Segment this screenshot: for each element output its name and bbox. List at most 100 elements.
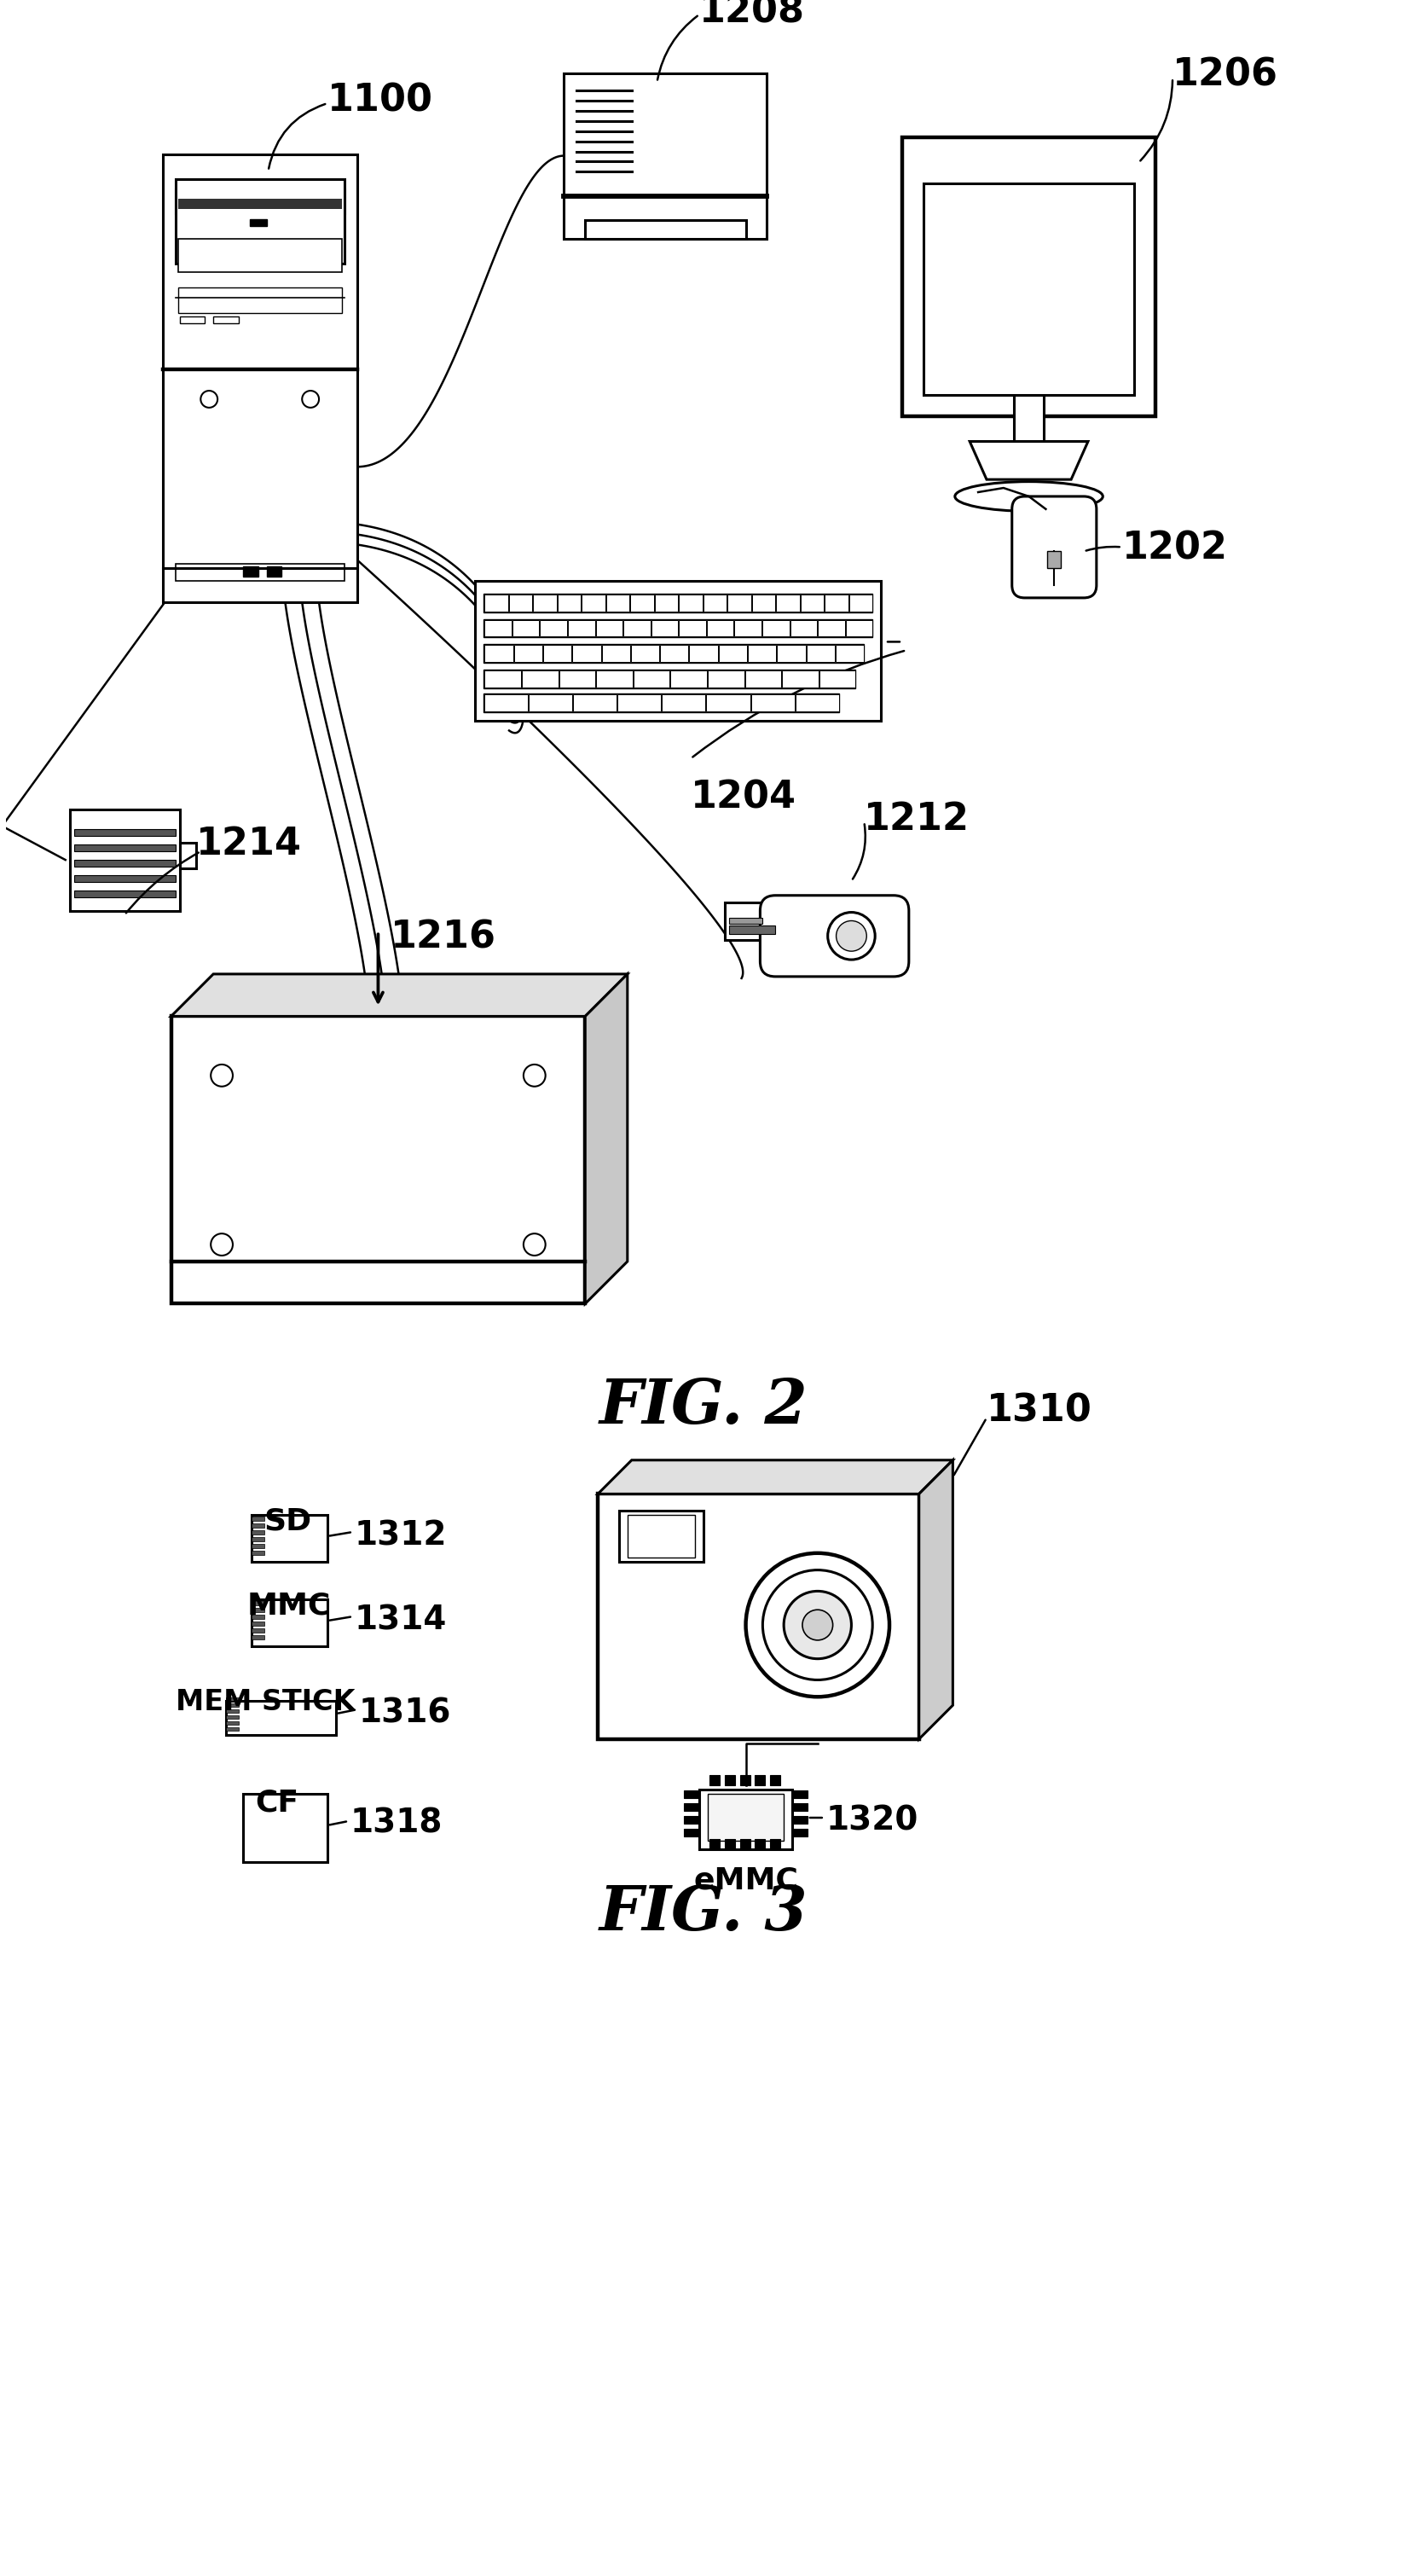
- Bar: [227, 1698, 239, 1700]
- Bar: [706, 693, 750, 711]
- Text: 1320: 1320: [826, 1803, 919, 1837]
- Bar: [654, 595, 678, 611]
- Text: 1208: 1208: [699, 0, 805, 31]
- Circle shape: [763, 1569, 872, 1680]
- Bar: [597, 670, 633, 688]
- FancyBboxPatch shape: [1012, 497, 1096, 598]
- Bar: [75, 845, 176, 853]
- Circle shape: [746, 1553, 889, 1698]
- Bar: [484, 595, 508, 611]
- Polygon shape: [585, 974, 628, 1303]
- Bar: [533, 595, 557, 611]
- Bar: [740, 1775, 750, 1785]
- Bar: [606, 595, 629, 611]
- Bar: [484, 693, 839, 711]
- Bar: [243, 1793, 328, 1862]
- Text: CF: CF: [256, 1788, 300, 1816]
- FancyBboxPatch shape: [760, 896, 909, 976]
- Bar: [266, 567, 281, 577]
- Bar: [252, 1607, 265, 1613]
- Bar: [227, 1716, 239, 1718]
- Ellipse shape: [955, 482, 1103, 510]
- Text: MEM STICK: MEM STICK: [176, 1687, 355, 1716]
- Bar: [825, 595, 848, 611]
- Bar: [484, 693, 528, 711]
- Bar: [792, 1803, 808, 1811]
- Bar: [708, 670, 744, 688]
- Bar: [770, 1775, 781, 1785]
- Bar: [163, 155, 357, 603]
- Bar: [75, 829, 176, 837]
- Bar: [252, 1615, 265, 1620]
- Circle shape: [802, 1610, 833, 1641]
- Text: 1202: 1202: [1121, 531, 1227, 567]
- Bar: [817, 621, 844, 636]
- Bar: [1013, 394, 1044, 440]
- Bar: [770, 1839, 781, 1850]
- Bar: [252, 1538, 265, 1540]
- Bar: [252, 1517, 265, 1520]
- Bar: [180, 842, 197, 868]
- Bar: [227, 1728, 239, 1731]
- Bar: [628, 1515, 695, 1558]
- Bar: [923, 183, 1134, 394]
- Bar: [484, 644, 514, 662]
- Circle shape: [201, 392, 218, 407]
- Bar: [582, 595, 605, 611]
- Bar: [514, 644, 542, 662]
- Bar: [243, 567, 257, 577]
- Bar: [484, 618, 872, 639]
- Bar: [252, 1551, 265, 1556]
- Bar: [559, 670, 595, 688]
- Text: FIG. 3: FIG. 3: [599, 1883, 808, 1942]
- Bar: [680, 595, 702, 611]
- Bar: [846, 621, 872, 636]
- Bar: [252, 1636, 265, 1638]
- Bar: [75, 876, 176, 881]
- Bar: [792, 1829, 808, 1837]
- Circle shape: [211, 1234, 232, 1255]
- Bar: [689, 644, 718, 662]
- Text: 1204: 1204: [691, 781, 796, 817]
- Bar: [725, 1775, 734, 1785]
- Bar: [633, 670, 670, 688]
- Bar: [792, 1816, 808, 1824]
- Bar: [709, 1775, 719, 1785]
- Text: 1316: 1316: [359, 1698, 452, 1728]
- Bar: [595, 621, 623, 636]
- Bar: [751, 693, 795, 711]
- Bar: [795, 693, 839, 711]
- Bar: [522, 670, 559, 688]
- Bar: [177, 198, 342, 209]
- Bar: [725, 1839, 734, 1850]
- Bar: [484, 592, 872, 613]
- Bar: [660, 644, 688, 662]
- Polygon shape: [969, 440, 1088, 479]
- Bar: [509, 595, 532, 611]
- Bar: [484, 670, 855, 688]
- Bar: [252, 1620, 265, 1625]
- Circle shape: [523, 1064, 546, 1087]
- Circle shape: [836, 920, 867, 951]
- Bar: [227, 1703, 239, 1708]
- Circle shape: [523, 1234, 546, 1255]
- Bar: [512, 621, 539, 636]
- Bar: [763, 621, 789, 636]
- Bar: [176, 191, 345, 214]
- Bar: [252, 1600, 328, 1646]
- Bar: [663, 693, 706, 711]
- Bar: [557, 595, 581, 611]
- Bar: [75, 891, 176, 896]
- Bar: [651, 621, 678, 636]
- Bar: [573, 644, 601, 662]
- Bar: [749, 644, 777, 662]
- Bar: [777, 595, 799, 611]
- Bar: [709, 1839, 719, 1850]
- Bar: [699, 1790, 792, 1850]
- Bar: [792, 1790, 808, 1798]
- Bar: [777, 644, 806, 662]
- Bar: [756, 1775, 765, 1785]
- Circle shape: [827, 912, 875, 961]
- Bar: [543, 644, 571, 662]
- Bar: [176, 564, 345, 582]
